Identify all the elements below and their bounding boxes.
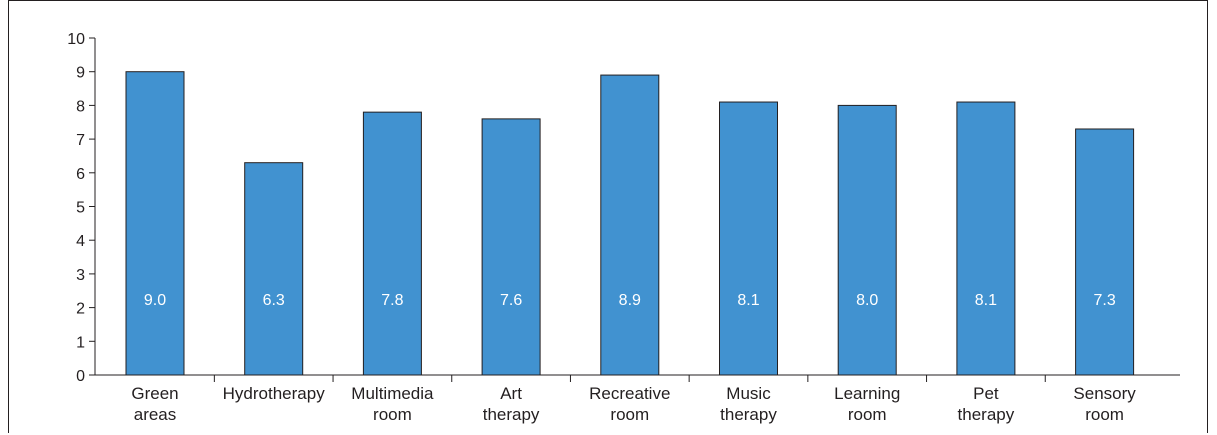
category-label: Hydrotherapy xyxy=(223,384,326,403)
data-label: 8.9 xyxy=(619,292,641,309)
bar xyxy=(719,101,778,376)
category-label: therapy xyxy=(958,405,1015,424)
category-label: Music xyxy=(726,384,771,403)
data-label: 8.1 xyxy=(975,292,997,309)
y-tick-label: 0 xyxy=(76,368,85,385)
bar xyxy=(244,162,304,376)
category-label: Sensory xyxy=(1073,384,1136,403)
category-label: therapy xyxy=(483,405,540,424)
y-tick-label: 6 xyxy=(76,166,85,183)
category-label: therapy xyxy=(720,405,777,424)
data-label: 8.0 xyxy=(856,292,878,309)
data-label: 7.3 xyxy=(1093,292,1115,309)
data-label: 8.1 xyxy=(737,292,759,309)
y-tick-label: 5 xyxy=(76,200,85,217)
category-label: Learning xyxy=(834,384,900,403)
category-label: Art xyxy=(500,384,522,403)
bar xyxy=(837,104,897,376)
y-tick-label: 9 xyxy=(76,65,85,82)
chart-frame xyxy=(8,0,1208,433)
bar xyxy=(125,71,185,376)
data-label: 7.6 xyxy=(500,292,522,309)
data-label: 9.0 xyxy=(144,292,166,309)
bar xyxy=(481,118,541,376)
data-label: 7.8 xyxy=(381,292,403,309)
bar xyxy=(1075,128,1135,376)
category-label: room xyxy=(373,405,412,424)
category-label: Recreative xyxy=(589,384,670,403)
bar xyxy=(956,101,1016,376)
y-tick-label: 7 xyxy=(76,132,85,149)
category-label: Multimedia xyxy=(351,384,434,403)
category-label: room xyxy=(1085,405,1124,424)
data-label: 6.3 xyxy=(263,292,285,309)
category-label: areas xyxy=(134,405,177,424)
category-label: Pet xyxy=(973,384,999,403)
bar xyxy=(600,74,660,376)
y-tick-label: 3 xyxy=(76,267,85,284)
y-tick-label: 8 xyxy=(76,98,85,115)
bar xyxy=(362,111,422,376)
category-label: room xyxy=(848,405,887,424)
y-tick-label: 2 xyxy=(76,301,85,318)
y-tick-label: 10 xyxy=(67,31,85,48)
category-label: room xyxy=(610,405,649,424)
y-tick-label: 4 xyxy=(76,233,85,250)
y-tick-label: 1 xyxy=(76,334,85,351)
category-label: Green xyxy=(131,384,178,403)
